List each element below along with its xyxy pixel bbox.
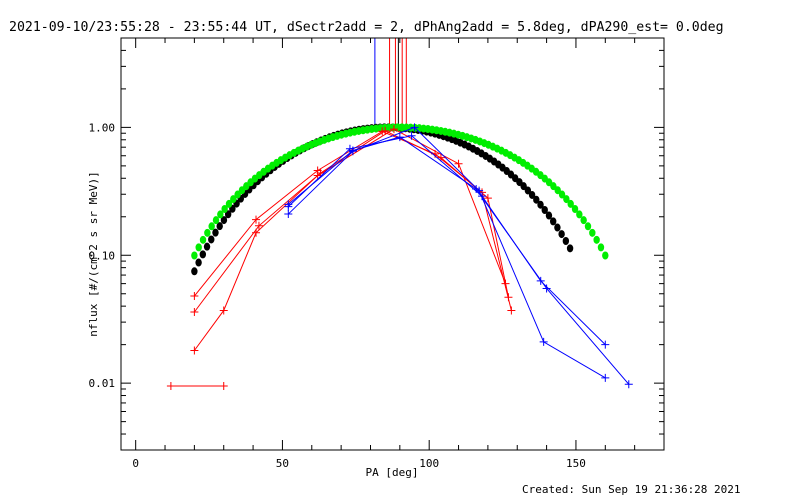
model-point xyxy=(580,216,587,225)
data-point-plus xyxy=(219,381,228,390)
model-point xyxy=(549,217,557,226)
model-point xyxy=(563,195,570,204)
model-point xyxy=(220,216,228,225)
data-series-line xyxy=(287,136,630,385)
data-series-line xyxy=(193,130,512,311)
data-point-plus xyxy=(507,306,516,315)
model-point xyxy=(567,199,574,208)
data-point-plus xyxy=(542,284,551,293)
model-point xyxy=(545,211,553,220)
model-point xyxy=(554,223,561,232)
data-point-plus xyxy=(190,292,199,301)
model-point xyxy=(204,228,211,237)
data-point-plus xyxy=(190,307,199,316)
model-point xyxy=(541,205,548,214)
x-tick-label: 150 xyxy=(566,457,586,470)
data-point-plus xyxy=(313,171,322,180)
y-tick-label: 0.01 xyxy=(89,377,116,390)
model-point xyxy=(203,242,211,251)
model-point xyxy=(533,195,540,204)
data-point-plus xyxy=(219,306,228,315)
data-point-plus xyxy=(483,194,492,203)
model-point xyxy=(212,228,219,237)
data-point-plus xyxy=(539,337,548,346)
model-point xyxy=(224,210,232,219)
model-point xyxy=(558,230,565,239)
model-point xyxy=(593,235,600,244)
data-point-plus xyxy=(381,126,390,135)
data-series-line xyxy=(193,130,509,313)
model-point xyxy=(554,186,561,195)
data-point-plus xyxy=(410,123,419,132)
data-point-plus xyxy=(454,159,463,168)
data-point-plus xyxy=(254,221,263,230)
data-point-plus xyxy=(252,228,261,237)
model-point xyxy=(537,200,544,209)
data-series-line xyxy=(287,135,606,345)
data-point-plus xyxy=(348,146,357,155)
data-point-plus xyxy=(504,293,513,302)
y-tick-label: 1.00 xyxy=(89,121,116,134)
model-point xyxy=(195,243,202,252)
model-point xyxy=(191,267,198,276)
model-point xyxy=(602,251,609,260)
model-point xyxy=(597,243,605,252)
model-point xyxy=(225,199,233,208)
model-point xyxy=(199,250,207,259)
model-point xyxy=(576,210,583,219)
model-point xyxy=(589,228,596,237)
data-series-line xyxy=(287,126,606,379)
data-point-plus xyxy=(284,200,293,209)
x-tick-label: 100 xyxy=(419,457,439,470)
model-point xyxy=(199,235,207,244)
plot-area xyxy=(166,38,633,390)
data-point-plus xyxy=(407,131,416,140)
y-tick-label: 0.10 xyxy=(89,249,116,262)
data-point-plus xyxy=(472,184,481,193)
data-point-plus xyxy=(166,381,175,390)
x-axis-label: PA [deg] xyxy=(366,466,419,479)
model-point xyxy=(221,205,228,214)
model-point xyxy=(566,244,574,253)
model-point xyxy=(562,236,570,245)
model-point xyxy=(230,195,237,204)
model-point xyxy=(558,190,566,199)
model-point xyxy=(212,216,220,225)
model-point xyxy=(208,235,215,244)
model-point xyxy=(195,258,202,267)
model-point xyxy=(234,190,241,199)
data-point-plus xyxy=(601,373,610,382)
data-point-plus xyxy=(190,346,199,355)
data-point-plus xyxy=(478,192,487,201)
data-point-plus xyxy=(601,340,610,349)
x-tick-label: 50 xyxy=(276,457,289,470)
data-point-plus xyxy=(284,210,293,219)
data-point-plus xyxy=(252,215,261,224)
x-tick-label: 0 xyxy=(132,457,139,470)
y-axis-label: nflux [#/(cm^2 s sr MeV)] xyxy=(87,171,100,337)
data-point-plus xyxy=(501,279,510,288)
data-point-plus xyxy=(395,133,404,142)
chart-title: 2021-09-10/23:55:28 - 23:55:44 UT, dSect… xyxy=(9,20,724,35)
model-point xyxy=(208,222,215,231)
model-point xyxy=(217,210,224,219)
model-point xyxy=(216,222,223,231)
plot-frame xyxy=(120,37,665,451)
data-point-plus xyxy=(624,380,633,389)
data-point-plus xyxy=(389,125,398,134)
model-point xyxy=(191,251,198,260)
model-point xyxy=(528,190,536,199)
footer-created: Created: Sun Sep 19 21:36:28 2021 xyxy=(522,483,741,496)
model-point xyxy=(524,186,532,195)
model-point xyxy=(571,205,579,214)
model-point xyxy=(584,222,592,231)
